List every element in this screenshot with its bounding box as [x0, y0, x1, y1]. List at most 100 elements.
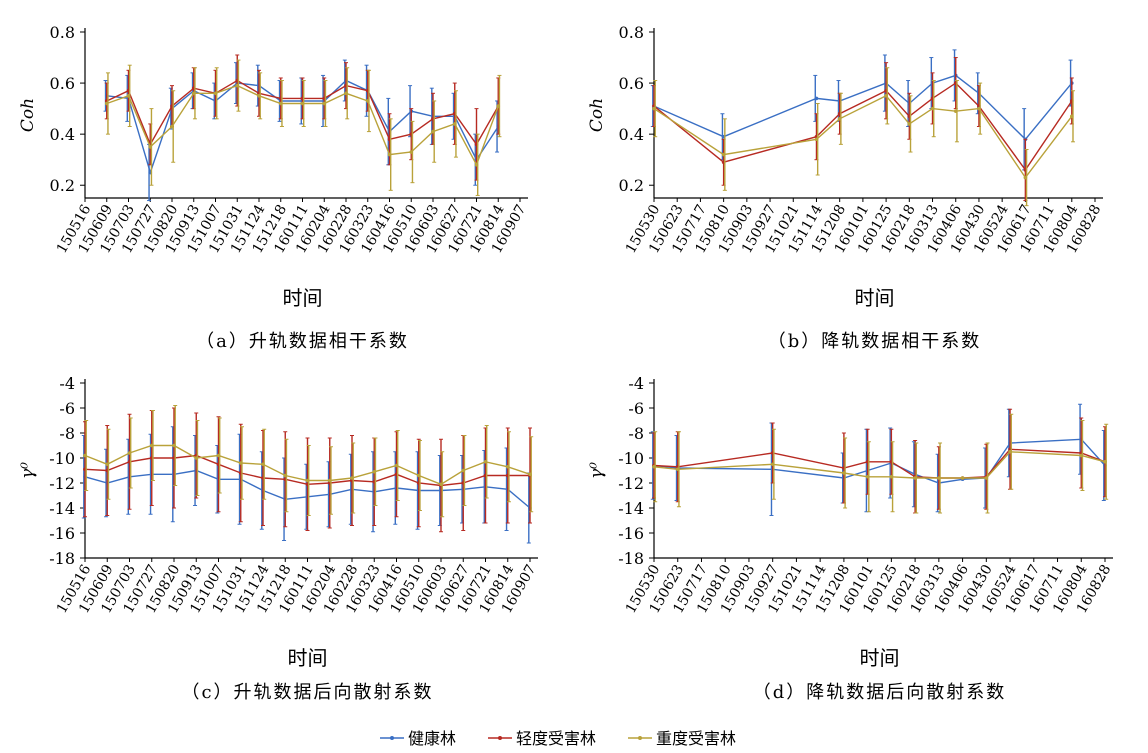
y-tick-label: -14 — [49, 499, 75, 518]
y-tick-label: -6 — [628, 399, 644, 418]
series-line — [653, 94, 1073, 179]
y-tick-label: -16 — [49, 524, 75, 543]
data-point — [960, 476, 965, 480]
data-point — [172, 443, 176, 448]
data-point — [194, 456, 199, 460]
data-point — [913, 476, 917, 480]
data-point — [235, 83, 240, 88]
data-point — [216, 453, 221, 458]
y-tick-label: 0.2 — [50, 176, 75, 195]
data-point — [261, 462, 265, 467]
panel-caption: （d）降轨数据后向散射系数 — [753, 682, 1007, 703]
legend-marker — [638, 736, 642, 740]
data-point — [439, 482, 443, 487]
data-point — [83, 453, 87, 458]
data-point — [283, 473, 288, 478]
y-tick-label: -6 — [59, 399, 75, 418]
data-point — [452, 122, 457, 126]
y-tick-label: -16 — [618, 524, 644, 543]
legend-marker — [498, 736, 502, 740]
data-point — [305, 478, 310, 483]
series-line — [653, 82, 1073, 172]
y-tick-label: 0.8 — [619, 23, 644, 42]
data-point — [387, 152, 392, 157]
data-point — [483, 459, 488, 464]
data-point — [505, 464, 510, 469]
data-point — [431, 129, 435, 134]
y-axis-label: Coh — [18, 98, 38, 132]
data-point — [814, 96, 819, 101]
x-axis-label: 时间 — [283, 286, 323, 310]
data-point — [105, 462, 110, 467]
y-tick-label: -8 — [59, 424, 75, 443]
data-point — [1023, 175, 1028, 180]
y-tick-label: 0.8 — [50, 23, 75, 42]
y-tick-label: -10 — [49, 449, 75, 468]
y-tick-label: -4 — [628, 374, 644, 393]
data-point — [474, 163, 479, 167]
y-tick-label: 0.6 — [50, 74, 75, 93]
data-point — [770, 462, 775, 467]
data-point — [721, 152, 726, 157]
data-point — [937, 476, 941, 480]
data-point — [1008, 449, 1012, 454]
y-tick-label: -10 — [618, 449, 644, 468]
series-1 — [83, 407, 532, 533]
data-point — [889, 474, 894, 479]
legend: 健康林 轻度受害林 重度受害林 — [380, 729, 736, 748]
y-axis-label: γ⁰ — [587, 462, 607, 479]
series-2 — [652, 67, 1075, 207]
legend-label: 重度受害林 — [656, 729, 736, 748]
data-point — [461, 468, 466, 473]
data-point — [170, 124, 174, 129]
series-line — [653, 451, 1106, 479]
x-axis-label: 时间 — [288, 646, 328, 670]
data-point — [322, 101, 327, 106]
data-point — [953, 109, 958, 113]
y-axis-label: γ⁰ — [18, 462, 38, 479]
data-point — [278, 101, 283, 106]
y-tick-label: -12 — [618, 474, 644, 493]
chart-panel-3: -18-16-14-12-10-8-6-41505301506231507171… — [587, 374, 1114, 703]
y-tick-label: -12 — [49, 474, 75, 493]
series-2 — [83, 405, 534, 518]
legend-label: 轻度受害林 — [516, 729, 596, 748]
y-axis-label: Coh — [587, 98, 607, 132]
y-tick-label: -18 — [618, 549, 644, 568]
data-point — [344, 91, 348, 96]
chart-panels: 0.20.40.60.81505161506091507031507271508… — [18, 23, 1114, 703]
data-point — [865, 474, 870, 479]
y-tick-label: 0.6 — [619, 74, 644, 93]
panel-caption: （c）升轨数据后向散射系数 — [181, 682, 433, 703]
data-point — [930, 106, 935, 111]
data-point — [675, 467, 680, 472]
y-tick-label: -4 — [59, 374, 75, 393]
data-point — [213, 91, 218, 96]
series-1 — [652, 57, 1074, 202]
data-point — [126, 94, 131, 98]
data-point — [127, 451, 132, 455]
legend-label: 健康林 — [408, 729, 456, 748]
data-point — [842, 471, 846, 475]
chart-panel-0: 0.20.40.60.81505161506091507031507271508… — [18, 23, 529, 352]
data-point — [238, 461, 243, 465]
x-axis-label: 时间 — [860, 646, 900, 670]
series-0 — [650, 49, 1074, 171]
series-2 — [652, 413, 1109, 514]
data-point — [149, 443, 154, 448]
data-point — [528, 472, 532, 477]
legend-marker — [390, 736, 394, 740]
data-point — [409, 150, 414, 154]
panel-caption: （a）升轨数据相干系数 — [196, 331, 409, 352]
data-point — [1103, 459, 1107, 464]
x-axis-label: 时间 — [855, 286, 895, 310]
data-point — [977, 106, 981, 111]
y-tick-label: -18 — [49, 549, 75, 568]
data-point — [837, 117, 842, 121]
data-point — [416, 473, 421, 478]
data-point — [984, 476, 989, 480]
data-point — [1069, 114, 1074, 119]
series-0 — [650, 403, 1107, 516]
series-1 — [652, 408, 1107, 514]
